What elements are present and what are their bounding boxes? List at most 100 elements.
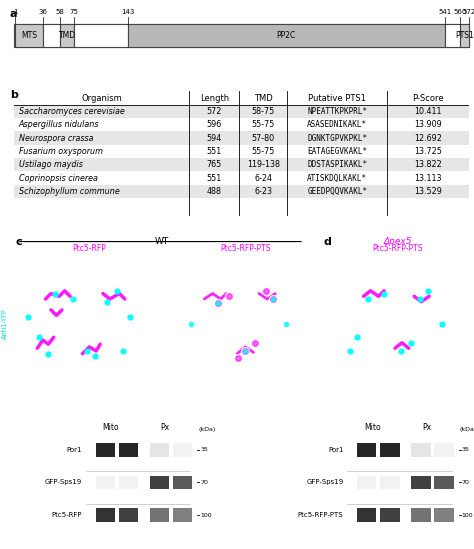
Text: (kDa): (kDa) bbox=[198, 427, 215, 432]
Text: 13.909: 13.909 bbox=[414, 120, 442, 129]
Text: 70: 70 bbox=[462, 480, 469, 485]
Bar bbox=[411, 475, 430, 489]
Text: Δpex5: Δpex5 bbox=[383, 238, 412, 247]
Text: 6-23: 6-23 bbox=[255, 187, 273, 196]
Text: WT: WT bbox=[155, 238, 169, 247]
Text: 560: 560 bbox=[453, 9, 466, 15]
Bar bbox=[96, 475, 115, 489]
Text: 10.411: 10.411 bbox=[415, 107, 442, 116]
Text: 551: 551 bbox=[207, 173, 222, 183]
Text: c: c bbox=[16, 238, 22, 248]
Bar bbox=[411, 508, 430, 522]
Bar bbox=[357, 475, 376, 489]
Bar bbox=[119, 442, 138, 457]
Bar bbox=[434, 508, 454, 522]
Text: b: b bbox=[9, 90, 18, 100]
Text: d: d bbox=[324, 238, 332, 248]
Text: Mito: Mito bbox=[103, 423, 119, 432]
Text: P-Score: P-Score bbox=[412, 94, 444, 103]
Text: 58: 58 bbox=[56, 9, 65, 15]
Bar bbox=[14, 24, 469, 47]
Text: NPEATTKPKPRL*: NPEATTKPKPRL* bbox=[307, 107, 367, 116]
Text: Ptc5-RFP-PTS: Ptc5-RFP-PTS bbox=[373, 244, 423, 253]
Bar bbox=[43, 24, 60, 47]
Bar bbox=[119, 508, 138, 522]
Text: MTS: MTS bbox=[21, 31, 37, 40]
Bar bbox=[15, 24, 43, 47]
Text: Mito: Mito bbox=[364, 423, 381, 432]
Text: 541: 541 bbox=[438, 9, 451, 15]
Bar bbox=[380, 475, 400, 489]
Text: 100: 100 bbox=[200, 513, 212, 518]
Text: 488: 488 bbox=[207, 187, 222, 196]
Text: Por1: Por1 bbox=[328, 447, 343, 453]
Text: DGNKTGPVKPKL*: DGNKTGPVKPKL* bbox=[307, 133, 367, 143]
Text: Px: Px bbox=[161, 423, 170, 432]
Text: GFP-Sps19: GFP-Sps19 bbox=[45, 479, 82, 485]
Text: Neurospora crassa: Neurospora crassa bbox=[19, 133, 93, 143]
Text: 596: 596 bbox=[207, 120, 222, 129]
Text: 100: 100 bbox=[462, 513, 473, 518]
Bar bbox=[434, 442, 454, 457]
Text: Px: Px bbox=[422, 423, 431, 432]
Text: 58-75: 58-75 bbox=[252, 107, 275, 116]
Bar bbox=[380, 508, 400, 522]
Text: TMD: TMD bbox=[59, 31, 76, 40]
Text: Por1: Por1 bbox=[66, 447, 82, 453]
Text: 55-75: 55-75 bbox=[252, 120, 275, 129]
Bar bbox=[357, 442, 376, 457]
Text: 13.113: 13.113 bbox=[415, 173, 442, 183]
Bar bbox=[380, 442, 400, 457]
Bar bbox=[150, 508, 169, 522]
Text: 35: 35 bbox=[200, 447, 208, 452]
Bar bbox=[14, 158, 469, 171]
Text: 594: 594 bbox=[207, 133, 222, 143]
Text: ASASEDNIKAKL*: ASASEDNIKAKL* bbox=[307, 120, 367, 129]
Text: 119-138: 119-138 bbox=[247, 160, 280, 169]
Bar bbox=[173, 475, 192, 489]
Text: 6-24: 6-24 bbox=[255, 173, 273, 183]
Bar bbox=[357, 508, 376, 522]
Text: EATAGEGVKAKL*: EATAGEGVKAKL* bbox=[307, 147, 367, 156]
Bar bbox=[173, 508, 192, 522]
Text: 765: 765 bbox=[207, 160, 222, 169]
Text: 13.725: 13.725 bbox=[414, 147, 442, 156]
Text: 572: 572 bbox=[463, 9, 474, 15]
Text: Saccharomyces cerevisiae: Saccharomyces cerevisiae bbox=[19, 107, 125, 116]
Text: Organism: Organism bbox=[82, 94, 122, 103]
Text: Coprinopsis cinerea: Coprinopsis cinerea bbox=[19, 173, 98, 183]
Text: Putative PTS1: Putative PTS1 bbox=[309, 94, 366, 103]
Bar bbox=[411, 442, 430, 457]
Text: Ptc5-RFP: Ptc5-RFP bbox=[73, 244, 106, 253]
Text: Ptc5-RFP-PTS: Ptc5-RFP-PTS bbox=[298, 512, 343, 518]
Bar bbox=[128, 24, 445, 47]
Bar bbox=[60, 24, 74, 47]
Text: DDSTASPIKAKL*: DDSTASPIKAKL* bbox=[307, 160, 367, 169]
Text: 13.822: 13.822 bbox=[414, 160, 442, 169]
Text: 1: 1 bbox=[13, 9, 17, 15]
Text: 36: 36 bbox=[38, 9, 47, 15]
Text: GEEDPQQVKAKL*: GEEDPQQVKAKL* bbox=[307, 187, 367, 196]
Bar bbox=[150, 475, 169, 489]
Text: PTS1: PTS1 bbox=[455, 31, 474, 40]
Bar bbox=[173, 442, 192, 457]
Text: Schizophyllum commune: Schizophyllum commune bbox=[19, 187, 119, 196]
Bar bbox=[150, 442, 169, 457]
Bar bbox=[434, 475, 454, 489]
Text: 57-80: 57-80 bbox=[252, 133, 275, 143]
Bar bbox=[460, 24, 469, 47]
Text: PP2C: PP2C bbox=[277, 31, 296, 40]
Bar bbox=[14, 131, 469, 145]
Text: Anti1-YFP: Anti1-YFP bbox=[1, 308, 8, 339]
Text: 75: 75 bbox=[70, 9, 78, 15]
Text: Ptc5-RFP: Ptc5-RFP bbox=[52, 512, 82, 518]
Bar bbox=[96, 442, 115, 457]
Text: 55-75: 55-75 bbox=[252, 147, 275, 156]
Text: 143: 143 bbox=[121, 9, 135, 15]
Text: 70: 70 bbox=[200, 480, 208, 485]
Text: Fusarium oxysporum: Fusarium oxysporum bbox=[19, 147, 103, 156]
Bar bbox=[119, 475, 138, 489]
Text: GFP-Sps19: GFP-Sps19 bbox=[306, 479, 343, 485]
Text: Aspergillus nidulans: Aspergillus nidulans bbox=[19, 120, 99, 129]
Bar bbox=[96, 508, 115, 522]
